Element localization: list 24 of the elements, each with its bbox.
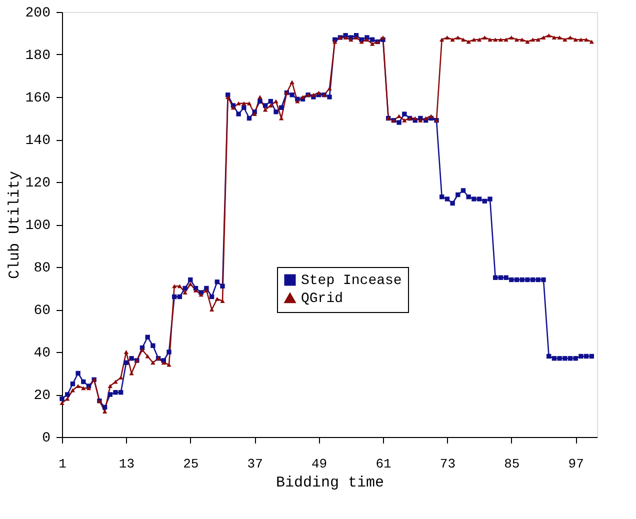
y-tick-label: 200 <box>25 6 50 22</box>
y-tick-label: 20 <box>34 388 50 404</box>
legend-label: Step Incease <box>301 273 402 289</box>
x-tick-label: 73 <box>440 456 456 472</box>
x-tick-label: 85 <box>504 456 520 472</box>
y-tick-label: 180 <box>25 48 50 64</box>
x-tick-label: 37 <box>247 456 263 472</box>
x-tick-label: 97 <box>568 456 584 472</box>
y-tick-label: 100 <box>25 218 50 234</box>
y-tick-label: 160 <box>25 90 50 106</box>
y-tick-label: 0 <box>42 430 50 446</box>
y-tick-label: 120 <box>25 176 50 192</box>
x-tick-label: 61 <box>376 456 392 472</box>
x-tick-label: 13 <box>118 456 135 472</box>
x-tick-label: 1 <box>58 456 67 472</box>
legend-label: QGrid <box>301 291 344 307</box>
x-tick-label: 49 <box>311 456 328 472</box>
x-axis-title: Bidding time <box>276 474 384 492</box>
y-tick-label: 60 <box>34 303 50 319</box>
y-tick-label: 140 <box>25 133 50 149</box>
y-tick-label: 40 <box>34 346 50 362</box>
y-tick-label: 80 <box>34 260 50 276</box>
y-axis-title: Club Utility <box>6 170 24 280</box>
x-tick-label: 25 <box>183 456 199 472</box>
